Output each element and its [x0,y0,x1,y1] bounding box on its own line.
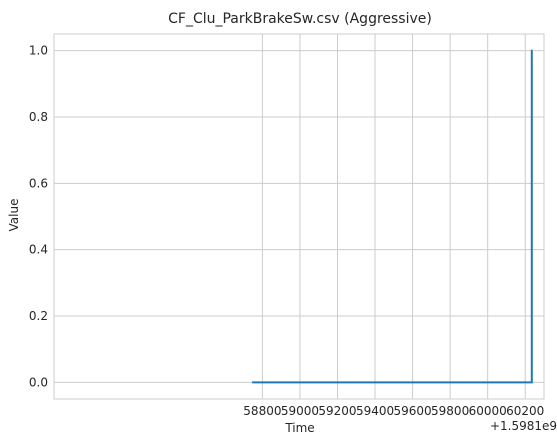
series-line [252,49,533,384]
y-axis-ticks: 0.0 0.2 0.4 0.6 0.8 1.0 [29,44,48,390]
x-offset-label: +1.5981e9 [490,419,557,433]
plot-frame [53,33,545,400]
grid [54,34,544,399]
x-tick-label: 59400 [356,404,394,418]
x-tick-label: 58800 [243,404,281,418]
y-tick-label: 0.4 [29,243,48,257]
x-tick-label: 59800 [431,404,469,418]
y-tick-label: 0.8 [29,110,48,124]
y-axis-label: Value [7,199,21,232]
x-tick-label: 59200 [318,404,356,418]
y-tick-label: 0.2 [29,309,48,323]
x-axis-ticks: 58800 59000 59200 59400 59600 59800 60000 60200 [243,404,544,418]
series-layer [252,49,533,384]
x-tick-label: 60200 [506,404,544,418]
y-tick-label: 0.6 [29,176,48,190]
x-tick-label: 59600 [393,404,431,418]
chart-title: CF_Clu_ParkBrakeSw.csv (Aggressive) [168,11,432,27]
y-tick-label: 0.0 [29,375,48,389]
x-tick-label: 59000 [281,404,319,418]
x-axis-label: Time [284,421,314,435]
y-tick-label: 1.0 [29,44,48,58]
x-tick-label: 60000 [469,404,507,418]
